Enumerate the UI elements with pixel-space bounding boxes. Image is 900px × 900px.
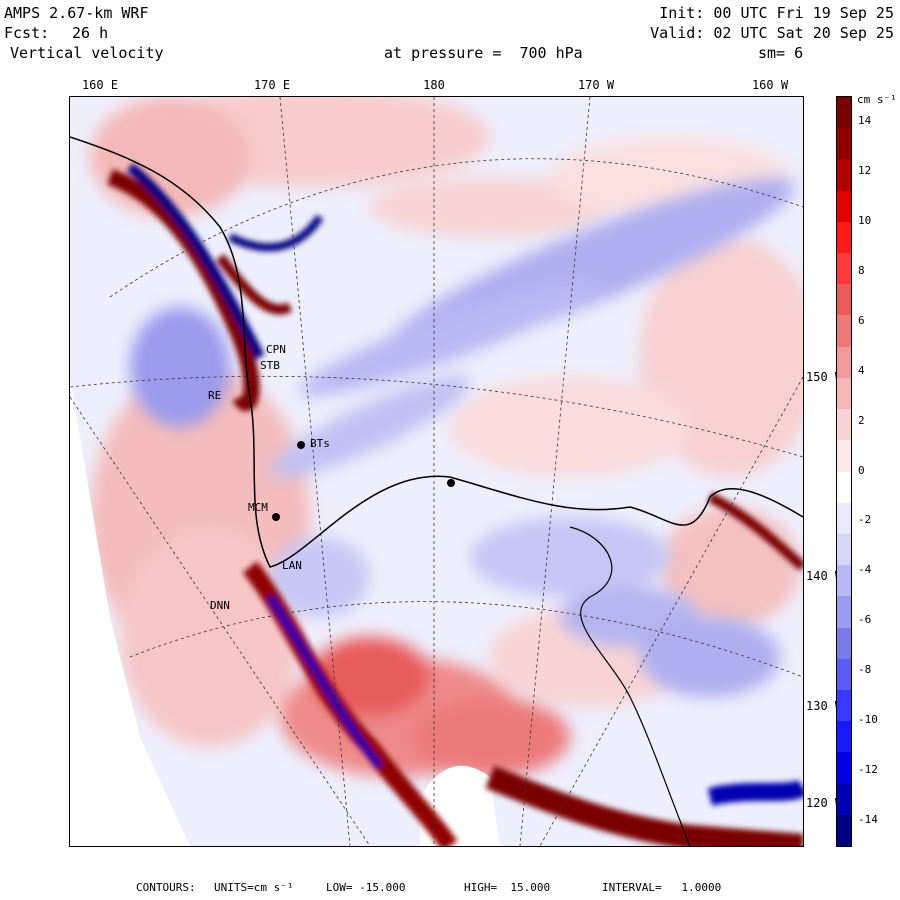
station-label-cpn: CPN (266, 343, 286, 356)
footer-high: HIGH= 15.000 (464, 881, 551, 894)
lon-label-160e: 160 E (81, 78, 119, 92)
graticule (70, 97, 803, 846)
model-title: AMPS 2.67-km WRF (4, 4, 149, 22)
negative-velocity-regions (130, 178, 795, 697)
lon-label-160w: 160 W (751, 78, 789, 92)
station-marker-mcm (272, 513, 280, 521)
station-marker-dome (447, 479, 455, 487)
station-label-stb: STB (260, 359, 280, 372)
colorbar-segment (837, 752, 851, 785)
colorbar-tick-label: 6 (858, 313, 865, 327)
colorbar-tick-label: 14 (858, 113, 872, 127)
station-label-dnn: DNN (210, 599, 230, 612)
colorbar-segment (837, 159, 851, 192)
station-label-lan: LAN (282, 559, 302, 572)
colorbar (836, 96, 852, 847)
colorbar-segment (837, 346, 851, 379)
footer-low: LOW= -15.000 (326, 881, 406, 894)
station-label-bts: BTs (310, 437, 330, 450)
coastline (70, 136, 803, 568)
footer-units: UNITS=cm s⁻¹ (214, 881, 294, 894)
vertical-velocity-map: CPN STB RE BTs MCM LAN DNN (69, 96, 804, 847)
colorbar-tick-label: -4 (858, 563, 872, 577)
colorbar-segment (837, 377, 851, 410)
colorbar-segment (837, 284, 851, 316)
map-canvas (70, 97, 803, 846)
lon-label-170w: 170 W (577, 78, 615, 92)
colorbar-segment (837, 783, 851, 816)
colorbar-tick-label: 2 (858, 413, 865, 427)
colorbar-segment (837, 440, 851, 472)
colorbar-segment (837, 409, 851, 441)
colorbar-segment (837, 315, 851, 348)
colorbar-segment (837, 533, 851, 566)
colorbar-segment (837, 721, 851, 753)
colorbar-segment (837, 221, 851, 254)
lon-label-180: 180 (423, 78, 445, 92)
ice-shelf-edge (569, 526, 691, 846)
forecast-hour: 26 h (72, 24, 109, 42)
colorbar-segment (837, 190, 851, 223)
colorbar-unit: cm s⁻¹ (857, 93, 897, 106)
colorbar-tick-label: 4 (858, 363, 865, 377)
colorbar-tick-label: -14 (858, 813, 878, 827)
colorbar-segment (837, 658, 851, 691)
colorbar-tick-label: -10 (858, 713, 878, 727)
field-name: Vertical velocity (10, 44, 164, 62)
colorbar-segment (837, 253, 851, 285)
colorbar-tick-label: 8 (858, 263, 865, 277)
colorbar-segment (837, 814, 851, 847)
colorbar-segment (837, 502, 851, 535)
colorbar-segment (837, 627, 851, 660)
colorbar-segment (837, 689, 851, 722)
pressure-level: at pressure = 700 hPa (384, 44, 583, 62)
colorbar-tick-label: 12 (858, 163, 872, 177)
station-marker-bts (297, 441, 305, 449)
colorbar-tick-label: 0 (858, 463, 865, 477)
footer-contours-label: CONTOURS: (136, 881, 196, 894)
colorbar-tick-label: -8 (858, 663, 872, 677)
colorbar-segment (837, 565, 851, 597)
positive-velocity-regions (90, 97, 803, 777)
lon-label-170e: 170 E (253, 78, 291, 92)
colorbar-segment (837, 596, 851, 629)
footer-interval: INTERVAL= 1.0000 (602, 881, 722, 894)
colorbar-segment (837, 97, 851, 129)
colorbar-segment (837, 471, 851, 504)
no-data-region-west (70, 377, 190, 846)
station-label-re: RE (208, 389, 222, 402)
colorbar-segment (837, 128, 851, 160)
smoothing-value: sm= 6 (758, 44, 804, 62)
forecast-label: Fcst: (4, 24, 50, 42)
colorbar-tick-label: -6 (858, 613, 872, 627)
init-time: Init: 00 UTC Fri 19 Sep 25 (659, 4, 894, 22)
valid-time: Valid: 02 UTC Sat 20 Sep 25 (650, 24, 894, 42)
colorbar-tick-label: 10 (858, 213, 872, 227)
station-label-mcm: MCM (248, 501, 268, 514)
colorbar-tick-label: -12 (858, 763, 878, 777)
colorbar-tick-label: -2 (858, 513, 872, 527)
